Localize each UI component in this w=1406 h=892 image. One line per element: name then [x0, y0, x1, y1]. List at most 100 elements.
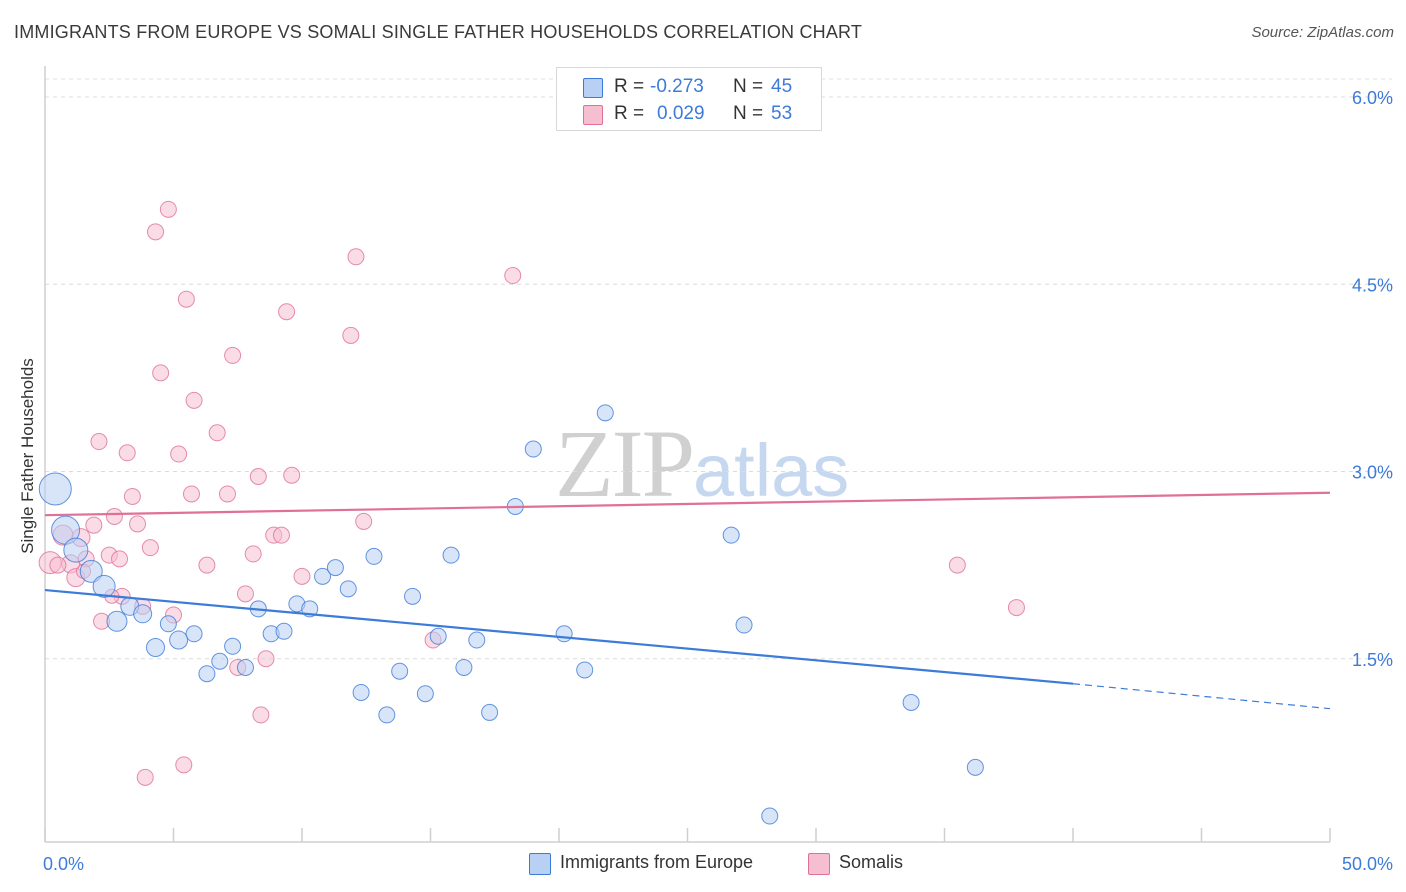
europe-point — [555, 625, 573, 643]
trend-lines — [44, 491, 1331, 710]
somali-point — [118, 444, 136, 462]
stats-legend: R = -0.273 N = 45 R = 0.029 N = 53 — [556, 67, 822, 131]
somali-point — [90, 433, 108, 451]
n-label: N = — [733, 76, 764, 97]
y-tick-labels: 1.5% 3.0% 4.5% 6.0% — [1352, 88, 1393, 670]
somali-point — [342, 326, 360, 344]
somali-point — [224, 346, 242, 364]
europe-point — [404, 587, 422, 605]
europe-points — [38, 404, 984, 825]
somali-point — [278, 303, 296, 321]
somali-point — [198, 556, 216, 574]
x-tick-label: 50.0% — [1342, 854, 1393, 874]
somali-point — [147, 223, 165, 241]
watermark-zip: ZIP — [555, 410, 695, 517]
somali-point — [948, 556, 966, 574]
somali-points — [38, 200, 1025, 786]
europe-point — [79, 559, 103, 583]
grid-lines — [45, 78, 1392, 660]
somali-point — [283, 466, 301, 484]
n-value: 45 — [771, 76, 793, 97]
europe-point — [596, 404, 614, 422]
y-tick-label: 4.5% — [1352, 275, 1393, 295]
chart-title: IMMIGRANTS FROM EUROPE VS SOMALI SINGLE … — [14, 22, 863, 42]
x-tick-label: 0.0% — [43, 854, 84, 874]
europe-point — [468, 631, 486, 649]
somali-point — [159, 200, 177, 218]
europe-point — [92, 574, 116, 598]
y-axis-label: Single Father Households — [18, 358, 37, 554]
somali-point — [123, 487, 141, 505]
somali-point — [1007, 599, 1025, 617]
somali-point — [257, 650, 275, 668]
europe-point — [146, 638, 166, 658]
somali-point — [85, 516, 103, 534]
somali-swatch — [583, 105, 603, 125]
r-value: 0.029 — [657, 103, 705, 124]
europe-point — [339, 580, 357, 598]
y-tick-label: 6.0% — [1352, 88, 1393, 108]
somali-point — [272, 526, 290, 544]
europe-point — [159, 615, 177, 633]
europe-point — [455, 658, 473, 676]
europe-swatch — [583, 78, 603, 98]
somali-point — [49, 556, 67, 574]
somali-point — [244, 545, 262, 563]
r-label: R = — [614, 103, 645, 124]
europe-legend-label: Immigrants from Europe — [560, 852, 754, 872]
europe-point — [352, 683, 370, 701]
europe-trend-extension — [1072, 683, 1331, 710]
europe-legend-swatch — [529, 853, 551, 875]
somali-point — [504, 267, 522, 285]
somali-point — [105, 507, 123, 525]
somali-point — [177, 290, 195, 308]
watermark-atlas: atlas — [693, 429, 850, 512]
europe-point — [63, 537, 89, 563]
somali-point — [249, 467, 267, 485]
europe-point — [442, 546, 460, 564]
europe-point — [524, 440, 542, 458]
europe-point — [481, 703, 499, 721]
europe-point — [365, 547, 383, 565]
x-tick-labels: 0.0% 50.0% — [43, 854, 1393, 874]
europe-trend-line — [44, 588, 1074, 685]
r-label: R = — [614, 76, 645, 97]
axes — [44, 66, 1331, 843]
somali-point — [129, 515, 147, 533]
europe-point — [106, 610, 128, 632]
europe-point — [416, 685, 434, 703]
europe-point — [378, 706, 396, 724]
n-value: 53 — [771, 103, 793, 124]
somali-point — [218, 485, 236, 503]
europe-point — [198, 665, 216, 683]
europe-point — [169, 630, 189, 650]
europe-point — [236, 658, 254, 676]
europe-point — [224, 637, 242, 655]
somali-point — [252, 706, 270, 724]
europe-point — [314, 567, 332, 585]
europe-point — [966, 758, 984, 776]
somali-point — [355, 512, 373, 530]
watermark: ZIPatlas — [555, 408, 849, 519]
europe-point — [735, 616, 753, 634]
europe-point — [275, 622, 293, 640]
somali-point — [111, 550, 129, 568]
somali-point — [208, 424, 226, 442]
y-tick-label: 3.0% — [1352, 463, 1393, 483]
europe-point — [38, 472, 72, 506]
somali-point — [236, 585, 254, 603]
somali-legend-label: Somalis — [839, 852, 904, 872]
europe-point — [133, 604, 153, 624]
n-label: N = — [733, 103, 764, 124]
somali-point — [185, 391, 203, 409]
europe-point — [722, 526, 740, 544]
source-label: Source: ZipAtlas.com — [1251, 24, 1394, 41]
somali-legend-swatch — [808, 853, 830, 875]
somali-point — [136, 768, 154, 786]
somali-point — [347, 248, 365, 266]
europe-point — [576, 661, 594, 679]
europe-point — [761, 807, 779, 825]
somali-point — [293, 567, 311, 585]
somali-point — [175, 756, 193, 774]
